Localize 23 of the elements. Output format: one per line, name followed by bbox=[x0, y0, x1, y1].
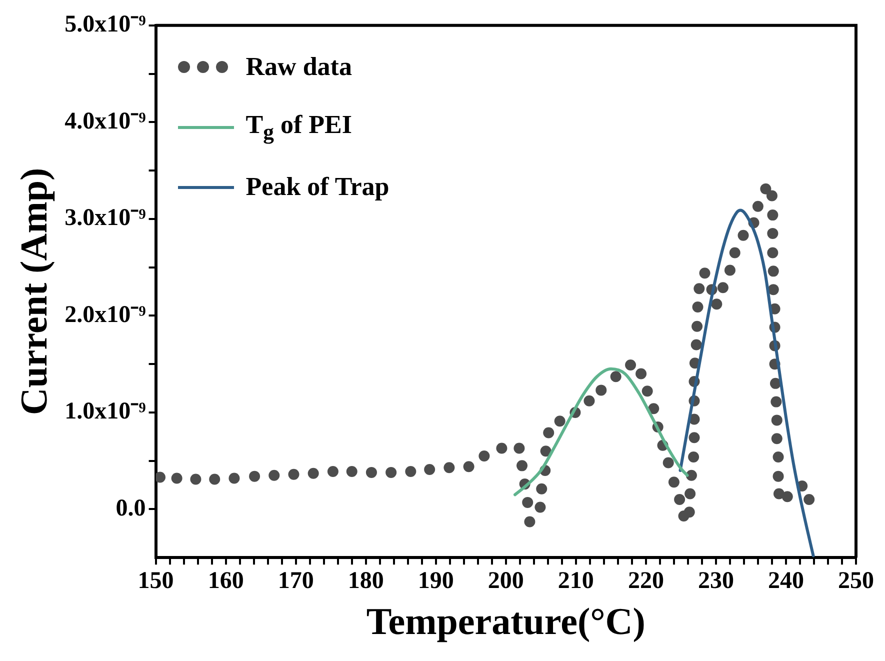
x-tick-label: 230 bbox=[698, 568, 734, 594]
y-axis-title: Current (Amp) bbox=[14, 168, 56, 416]
y-tick-label: 3.0x10⁻⁹ bbox=[64, 205, 146, 232]
x-axis-title: Temperature(°C) bbox=[366, 601, 646, 644]
y-tick-label: 5.0x10⁻⁹ bbox=[64, 12, 146, 38]
x-tick-label: 170 bbox=[278, 568, 314, 594]
x-tick-label: 220 bbox=[628, 568, 664, 594]
x-tick-label: 200 bbox=[488, 568, 524, 594]
x-tick-label: 160 bbox=[208, 568, 244, 594]
x-tick-label: 180 bbox=[348, 568, 384, 594]
y-tick-label: 4.0x10⁻⁹ bbox=[64, 108, 146, 134]
legend-label: T$_{g}$ of PEI bbox=[246, 110, 352, 145]
x-tick-label: 250 bbox=[838, 568, 874, 594]
x-tick-label: 190 bbox=[418, 568, 454, 594]
line-series bbox=[678, 208, 815, 558]
y-tick-label: 2.0x10⁻⁹ bbox=[64, 302, 146, 328]
x-tick-label: 150 bbox=[138, 568, 174, 594]
legend-label: Peak of Trap bbox=[246, 172, 390, 202]
y-tick-label: 0.0 bbox=[116, 495, 146, 522]
legend-label: Raw data bbox=[246, 52, 352, 82]
y-tick-label: 1.0x10⁻⁹ bbox=[64, 398, 146, 425]
x-tick-label: 210 bbox=[558, 568, 594, 594]
x-tick-label: 240 bbox=[768, 568, 804, 594]
